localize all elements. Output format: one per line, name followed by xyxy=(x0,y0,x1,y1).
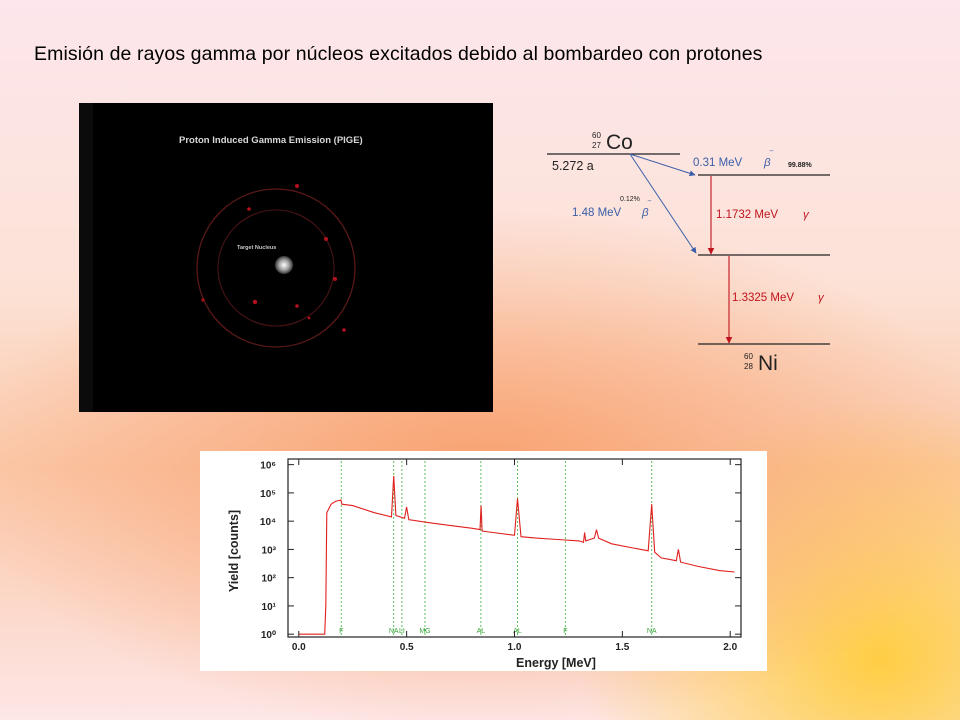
beta1-branch: 99.88% xyxy=(788,162,813,169)
electron-dots xyxy=(201,184,346,332)
y-tick-label: 10⁴ xyxy=(260,517,276,528)
parent-mass: 60 xyxy=(592,131,601,140)
y-tick-label: 10⁰ xyxy=(261,630,276,641)
gamma-spectrum-chart: F NA LI MG AL AL F NA 0.0 0.5 1.0 1.5 2.0 10⁰ 10¹ 10² 1… xyxy=(200,451,767,671)
parent-atomic: 27 xyxy=(592,141,601,150)
beta2-branch: 0.12% xyxy=(620,196,640,203)
beta1-arrow xyxy=(629,153,696,177)
y-tick-label: 10² xyxy=(262,574,277,585)
element-marker-label: F xyxy=(563,628,567,635)
daughter-mass: 60 xyxy=(744,352,753,361)
beta2-symbol: β xyxy=(641,207,649,219)
element-marker-label: LI xyxy=(399,628,405,635)
outer-orbit xyxy=(196,188,356,348)
x-axis-label: Energy [MeV] xyxy=(516,656,596,670)
svg-text:‾: ‾ xyxy=(769,150,774,160)
y-axis-label: Yield [counts] xyxy=(227,510,241,592)
x-tick-label: 1.5 xyxy=(615,642,629,653)
element-marker-label: NA xyxy=(647,628,657,635)
beta1-symbol: β xyxy=(763,157,771,169)
gamma2-symbol: γ xyxy=(818,292,825,304)
decay-scheme: 60 27 Co 5.272 a 0.31 MeV β ‾ 99.88% 0.1… xyxy=(530,120,840,385)
beta2-arrow xyxy=(629,153,697,254)
element-marker-label: MG xyxy=(419,628,430,635)
daughter-atomic: 28 xyxy=(744,362,753,371)
gamma1-symbol: γ xyxy=(803,209,810,221)
decay-scheme-diagram: 60 27 Co 5.272 a 0.31 MeV β ‾ 99.88% 0.1… xyxy=(547,131,830,375)
pige-title: Proton Induced Gamma Emission (PIGE) xyxy=(179,135,363,146)
element-marker-label: AL xyxy=(477,628,486,635)
x-tick-label: 2.0 xyxy=(723,642,737,653)
element-markers: F NA LI MG AL AL F NA xyxy=(339,461,657,635)
x-tick-label: 0.0 xyxy=(292,642,306,653)
x-tick-label: 0.5 xyxy=(400,642,414,653)
inner-orbit xyxy=(217,209,335,327)
slide-title: Emisión de rayos gamma por núcleos excit… xyxy=(34,43,763,65)
beta2-energy: 1.48 MeV xyxy=(572,207,622,219)
y-tick-label: 10³ xyxy=(262,545,277,556)
y-tick-label: 10⁶ xyxy=(260,461,276,472)
pige-illustration: Proton Induced Gamma Emission (PIGE) Tar… xyxy=(79,103,363,412)
y-tick-label: 10⁵ xyxy=(260,489,276,500)
gamma1-energy: 1.1732 MeV xyxy=(716,209,778,221)
element-marker-label: NA xyxy=(389,628,399,635)
axis-ticks: 0.0 0.5 1.0 1.5 2.0 10⁰ 10¹ 10² 10³ 10⁴ 10⁵ 10⁶ xyxy=(260,459,741,653)
spectrum-svg: F NA LI MG AL AL F NA 0.0 0.5 1.0 1.5 2.010⁰10¹10²1… xyxy=(227,458,742,670)
half-life: 5.272 a xyxy=(552,159,594,173)
svg-text:‾: ‾ xyxy=(647,200,652,210)
daughter-symbol: Ni xyxy=(758,352,778,375)
parent-symbol: Co xyxy=(606,131,633,154)
y-tick-label: 10¹ xyxy=(262,602,277,613)
pige-image: Proton Induced Gamma Emission (PIGE) Tar… xyxy=(79,103,493,412)
plot-frame xyxy=(287,458,742,638)
nucleus-label: Target Nucleus xyxy=(237,245,276,251)
spectrum-line xyxy=(298,475,735,635)
element-marker-label: AL xyxy=(513,628,522,635)
element-marker-label: F xyxy=(339,628,343,635)
gamma2-energy: 1.3325 MeV xyxy=(732,292,794,304)
spectrum-series xyxy=(298,475,735,635)
beta1-energy: 0.31 MeV xyxy=(693,157,743,169)
x-tick-label: 1.0 xyxy=(508,642,522,653)
target-nucleus-icon xyxy=(275,256,293,274)
